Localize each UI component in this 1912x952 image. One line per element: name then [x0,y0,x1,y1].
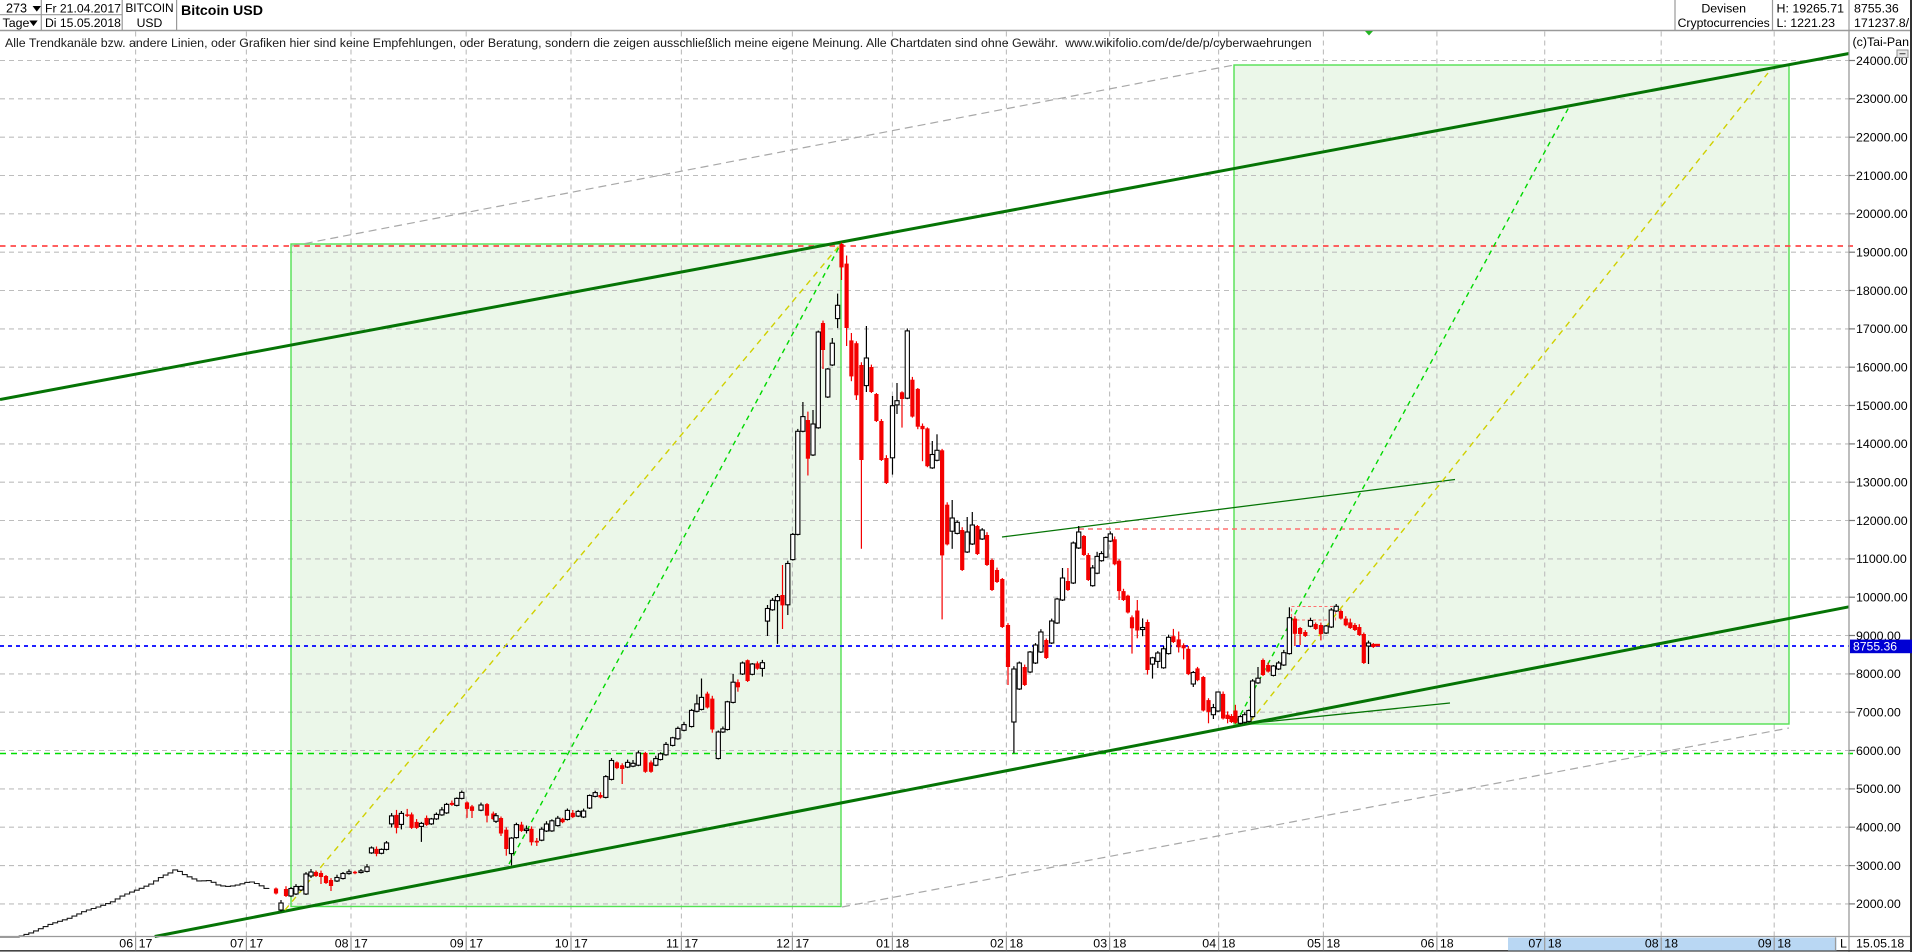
svg-text:171237.8/: 171237.8/ [1854,16,1910,30]
svg-text:USD: USD [137,16,163,30]
svg-text:21000.00: 21000.00 [1856,169,1908,183]
svg-text:18: 18 [895,937,909,951]
svg-text:08: 08 [1645,937,1659,951]
svg-text:11: 11 [666,937,679,951]
svg-text:8755.36: 8755.36 [1854,2,1899,16]
svg-text:17: 17 [684,937,698,951]
svg-text:2000.00: 2000.00 [1856,897,1901,911]
svg-text:17: 17 [249,937,263,951]
svg-text:10: 10 [555,937,569,951]
svg-text:19000.00: 19000.00 [1856,246,1908,260]
svg-text:17: 17 [795,937,809,951]
svg-text:20000.00: 20000.00 [1856,207,1908,221]
svg-text:BITCOIN: BITCOIN [125,1,173,15]
svg-text:07: 07 [1528,937,1542,951]
svg-text:Devisen: Devisen [1701,2,1746,16]
svg-text:Cryptocurrencies: Cryptocurrencies [1678,16,1770,30]
svg-text:09: 09 [1758,937,1772,951]
svg-text:5000.00: 5000.00 [1856,782,1901,796]
svg-text:08: 08 [335,937,349,951]
svg-text:273: 273 [6,2,27,16]
svg-text:15000.00: 15000.00 [1856,399,1908,413]
svg-text:17: 17 [469,937,483,951]
svg-text:6000.00: 6000.00 [1856,744,1901,758]
svg-text:17: 17 [139,937,153,951]
svg-text:14000.00: 14000.00 [1856,437,1908,451]
svg-text:24000.00: 24000.00 [1856,54,1908,68]
svg-text:07: 07 [230,937,244,951]
svg-text:Di 15.05.2018: Di 15.05.2018 [45,16,121,30]
svg-text:01: 01 [876,937,890,951]
svg-text:04: 04 [1202,937,1216,951]
svg-text:8755.36: 8755.36 [1853,640,1897,654]
svg-text:23000.00: 23000.00 [1856,92,1908,106]
svg-text:17: 17 [574,937,588,951]
svg-text:18: 18 [1113,937,1127,951]
svg-text:18: 18 [1440,937,1454,951]
svg-text:18: 18 [1009,937,1023,951]
svg-text:18: 18 [1664,937,1678,951]
svg-text:L: L [1840,937,1847,951]
svg-text:L: 1221.23: L: 1221.23 [1777,16,1836,30]
svg-text:12000.00: 12000.00 [1856,514,1908,528]
svg-text:Tage: Tage [3,16,30,30]
svg-text:18000.00: 18000.00 [1856,284,1908,298]
svg-text:06: 06 [1421,937,1435,951]
svg-text:12: 12 [776,937,790,951]
svg-text:9000.00: 9000.00 [1856,629,1901,643]
svg-text:06: 06 [119,937,133,951]
svg-text:17000.00: 17000.00 [1856,322,1908,336]
svg-text:3000.00: 3000.00 [1856,859,1901,873]
svg-text:(c)Tai-Pan: (c)Tai-Pan [1853,35,1910,49]
svg-text:09: 09 [450,937,464,951]
svg-text:7000.00: 7000.00 [1856,706,1901,720]
svg-text:4000.00: 4000.00 [1856,821,1901,835]
svg-text:8000.00: 8000.00 [1856,667,1901,681]
svg-text:H: 19265.71: H: 19265.71 [1777,2,1845,16]
svg-text:18: 18 [1777,937,1791,951]
svg-text:02: 02 [990,937,1004,951]
svg-text:13000.00: 13000.00 [1856,476,1908,490]
svg-text:17: 17 [354,937,368,951]
svg-text:03: 03 [1093,937,1107,951]
svg-text:18: 18 [1222,937,1236,951]
svg-text:Bitcoin USD: Bitcoin USD [181,3,263,19]
svg-text:05: 05 [1307,937,1321,951]
svg-text:11000.00: 11000.00 [1856,552,1907,566]
svg-text:10000.00: 10000.00 [1856,591,1908,605]
svg-text:Fr 21.04.2017: Fr 21.04.2017 [45,2,121,16]
svg-text:18: 18 [1548,937,1562,951]
svg-text:22000.00: 22000.00 [1856,131,1908,145]
svg-text:18: 18 [1326,937,1340,951]
svg-text:15.05.18: 15.05.18 [1856,937,1904,951]
svg-text:Alle Trendkanäle bzw. andere L: Alle Trendkanäle bzw. andere Linien, ode… [5,36,1312,50]
svg-text:16000.00: 16000.00 [1856,361,1908,375]
